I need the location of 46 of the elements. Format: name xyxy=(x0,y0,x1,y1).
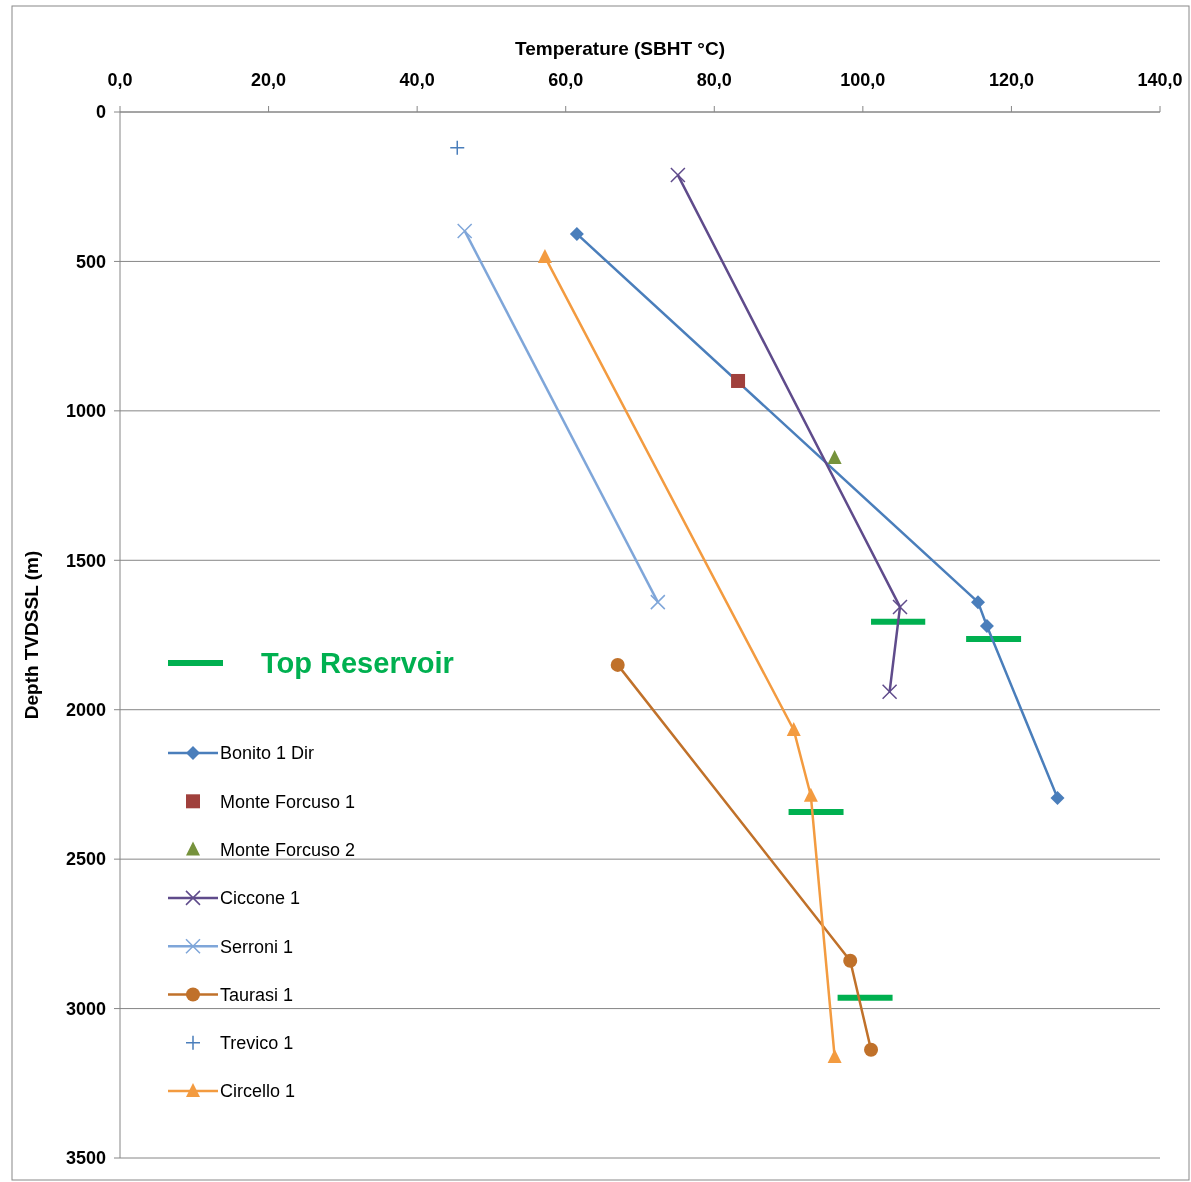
y-tick-label: 2500 xyxy=(65,849,106,870)
point xyxy=(827,450,842,465)
y-tick-label: 1500 xyxy=(65,550,106,571)
x-tick-label: 60,0 xyxy=(548,70,584,90)
point xyxy=(979,619,994,634)
x-tick-label: 0,0 xyxy=(107,70,133,90)
x-tick-label: 20,0 xyxy=(251,70,287,90)
legend-label: Bonito 1 Dir xyxy=(220,743,315,764)
point xyxy=(881,684,898,700)
legend-label: Serroni 1 xyxy=(220,936,294,957)
point xyxy=(803,787,818,802)
point xyxy=(650,594,666,610)
y-tick-label: 0 xyxy=(95,102,106,123)
point xyxy=(456,223,473,239)
point xyxy=(786,722,801,737)
y-tick-label: 1000 xyxy=(65,401,106,422)
x-tick-label: 120,0 xyxy=(988,70,1034,90)
point xyxy=(971,595,985,610)
point xyxy=(569,226,584,241)
legend-label: Trevico 1 xyxy=(220,1033,294,1054)
legend-label: Top Reservoir xyxy=(261,647,454,680)
x-tick-label: 140,0 xyxy=(1137,70,1183,90)
legend-label: Ciccone 1 xyxy=(220,888,301,909)
x-tick-label: 100,0 xyxy=(840,70,886,90)
x-tick-label: 40,0 xyxy=(399,70,435,90)
y-tick-label: 3500 xyxy=(65,1148,106,1169)
point xyxy=(449,140,466,156)
point xyxy=(731,373,746,388)
point xyxy=(1050,790,1065,805)
point xyxy=(610,657,625,672)
y-tick-label: 500 xyxy=(75,251,106,272)
point xyxy=(843,953,858,968)
point xyxy=(670,167,686,183)
legend-label: Taurasi 1 xyxy=(220,984,294,1005)
y-axis-title: Depth TVDSSL (m) xyxy=(21,550,42,720)
x-tick-label: 80,0 xyxy=(696,70,732,90)
y-tick-label: 3000 xyxy=(65,998,106,1019)
point xyxy=(827,1048,842,1063)
y-tick-label: 2000 xyxy=(65,700,106,721)
legend-label: Monte Forcuso 2 xyxy=(220,839,356,860)
x-axis-title: Temperature (SBHT °C) xyxy=(515,38,725,59)
point xyxy=(864,1042,879,1057)
point xyxy=(537,248,552,263)
point xyxy=(892,599,908,615)
legend-label: Monte Forcuso 1 xyxy=(220,791,356,812)
legend-label: Circello 1 xyxy=(220,1081,296,1102)
